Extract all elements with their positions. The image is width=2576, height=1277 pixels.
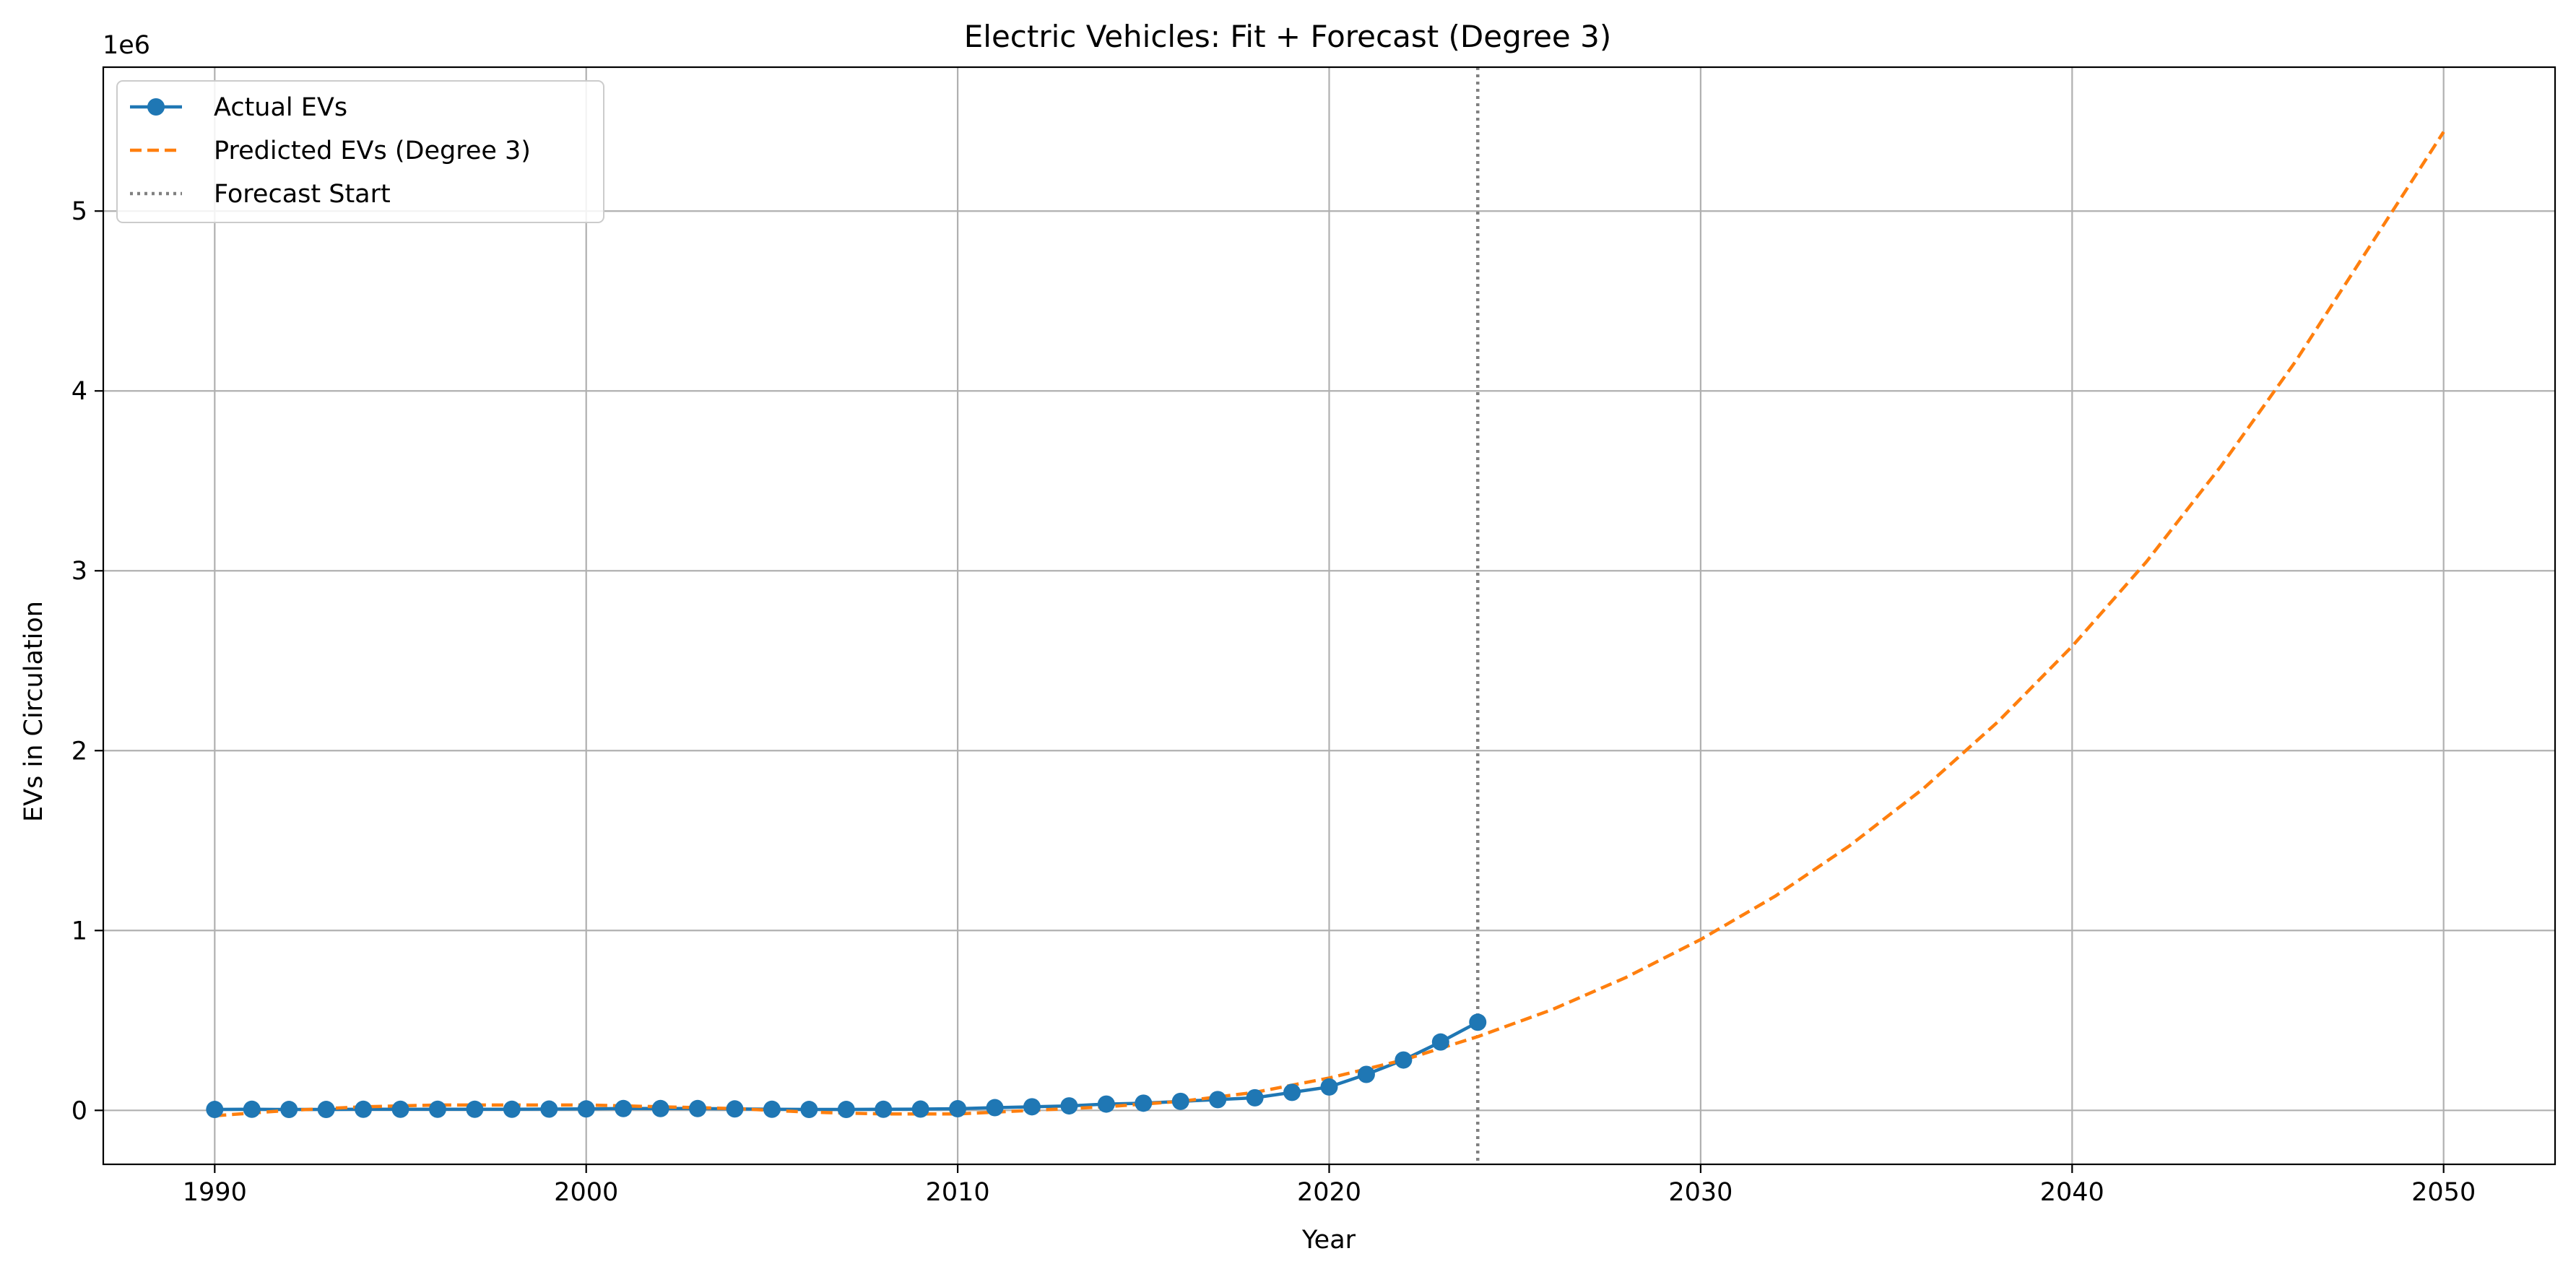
legend-box <box>116 80 604 223</box>
chart-title: Electric Vehicles: Fit + Forecast (Degre… <box>964 19 1611 54</box>
actual-evs-point <box>949 1100 967 1118</box>
y-tick-label: 5 <box>71 197 87 226</box>
x-tick-label: 2030 <box>1668 1178 1732 1207</box>
actual-evs-point <box>689 1099 707 1117</box>
actual-evs-point <box>1171 1092 1189 1110</box>
actual-evs-point <box>1060 1097 1078 1115</box>
actual-evs-point <box>726 1100 744 1118</box>
legend-label-forecast: Forecast Start <box>214 180 391 209</box>
actual-evs-point <box>577 1100 595 1118</box>
y-tick-label: 2 <box>71 737 87 766</box>
actual-evs-point <box>1135 1094 1153 1112</box>
actual-evs-point <box>651 1099 669 1117</box>
legend: Actual EVs Predicted EVs (Degree 3) Fore… <box>116 80 604 223</box>
actual-evs-point <box>1469 1013 1487 1031</box>
y-tick-label: 4 <box>71 377 87 406</box>
actual-evs-point <box>1023 1098 1041 1116</box>
actual-evs-point <box>540 1100 558 1118</box>
y-tick-label: 3 <box>71 557 87 586</box>
actual-evs-point <box>875 1100 893 1118</box>
actual-evs-point <box>1320 1078 1338 1096</box>
actual-evs-point <box>317 1101 335 1119</box>
x-tick-label: 2020 <box>1297 1178 1361 1207</box>
y-axis-label: EVs in Circulation <box>19 601 48 822</box>
actual-evs-point <box>911 1100 929 1118</box>
actual-evs-point <box>391 1100 409 1118</box>
series-group <box>206 67 2445 1164</box>
y-offset-text: 1e6 <box>103 31 150 60</box>
actual-evs-point <box>615 1099 633 1117</box>
actual-evs-point <box>1283 1083 1301 1101</box>
legend-label-predicted: Predicted EVs (Degree 3) <box>214 137 531 165</box>
actual-evs-point <box>1431 1033 1449 1051</box>
actual-evs-point <box>800 1101 818 1119</box>
actual-evs-point <box>837 1101 855 1119</box>
actual-evs-point <box>206 1101 224 1119</box>
x-axis-label: Year <box>1301 1226 1356 1255</box>
actual-evs-point <box>763 1100 781 1118</box>
actual-evs-point <box>1209 1091 1227 1109</box>
y-tick-label: 1 <box>71 917 87 945</box>
actual-evs-point <box>428 1100 446 1118</box>
x-tick-label: 1990 <box>183 1178 247 1207</box>
x-tick-label: 2040 <box>2040 1178 2104 1207</box>
actual-evs-point <box>986 1099 1004 1117</box>
x-tick-label: 2010 <box>926 1178 990 1207</box>
actual-evs-point <box>280 1101 298 1119</box>
y-axis: 0 1 2 3 4 5 <box>71 197 103 1125</box>
actual-evs-point <box>1097 1095 1115 1113</box>
actual-evs-point <box>243 1100 261 1118</box>
y-tick-label: 0 <box>71 1096 87 1125</box>
actual-evs-point <box>355 1100 373 1118</box>
x-axis: 1990 2000 2010 2020 2030 2040 2050 <box>183 1164 2476 1207</box>
actual-evs-point <box>1357 1065 1375 1083</box>
legend-marker-actual-dot <box>147 98 165 116</box>
legend-label-actual: Actual EVs <box>214 93 347 122</box>
actual-evs-point <box>503 1100 521 1118</box>
plot-area <box>206 67 2445 1164</box>
x-tick-label: 2050 <box>2411 1178 2476 1207</box>
x-tick-label: 2000 <box>554 1178 618 1207</box>
actual-evs-point <box>466 1100 484 1118</box>
actual-evs-point <box>1246 1088 1264 1107</box>
actual-evs-point <box>1395 1051 1413 1069</box>
